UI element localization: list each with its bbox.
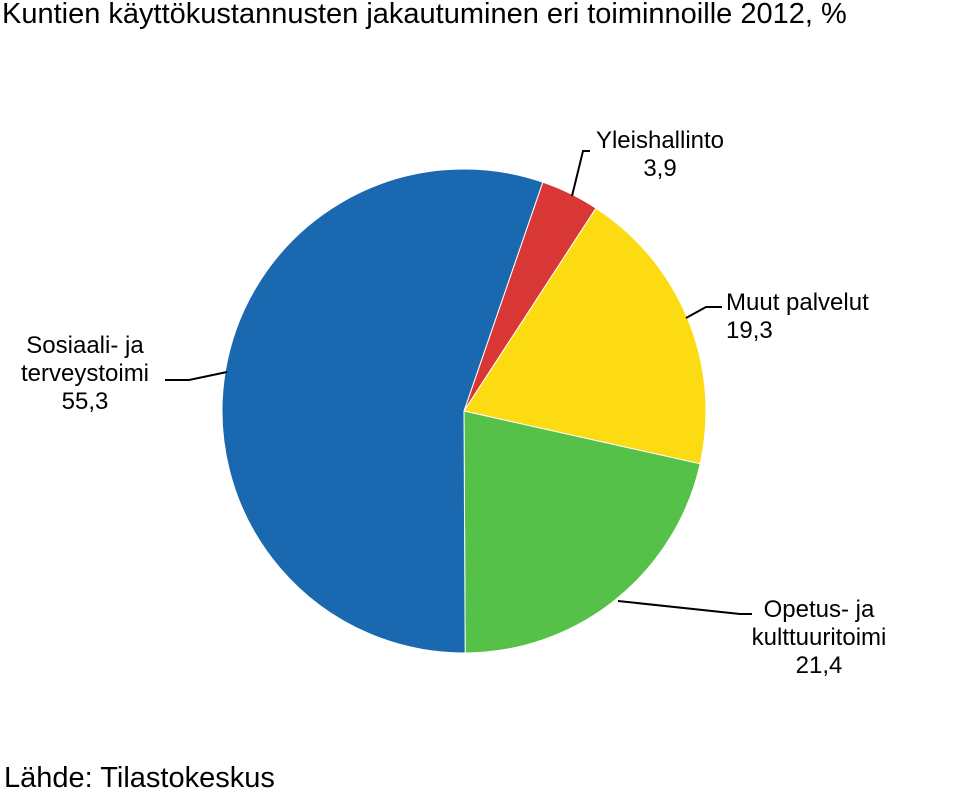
pie-slice-2 bbox=[463, 410, 701, 654]
chart-title: Kuntien käyttökustannusten jakautuminen … bbox=[2, 0, 847, 30]
slice-label-2: Opetus- ja kulttuuritoimi 21,4 bbox=[752, 596, 887, 679]
slice-label-3: Sosiaali- ja terveystoimi 55,3 bbox=[21, 332, 149, 415]
slice-label-1: Muut palvelut 19,3 bbox=[726, 289, 869, 344]
slice-value-text: 21,4 bbox=[796, 652, 843, 679]
leader-line-1 bbox=[685, 306, 722, 319]
slice-value-text: 19,3 bbox=[726, 317, 773, 344]
slice-label-line: Opetus- ja bbox=[764, 596, 875, 623]
pie-slice-1 bbox=[463, 207, 707, 465]
slice-label-line: Muut palvelut bbox=[726, 289, 869, 316]
slice-label-line: Sosiaali- ja bbox=[26, 332, 144, 359]
leader-line-2 bbox=[617, 600, 752, 615]
slice-label-line: terveystoimi bbox=[21, 360, 149, 387]
slice-value-text: 3,9 bbox=[643, 155, 676, 182]
slice-label-0: Yleishallinto 3,9 bbox=[596, 127, 724, 182]
leader-line-0 bbox=[571, 150, 590, 197]
slice-label-line: kulttuuritoimi bbox=[752, 624, 887, 651]
leader-line-3 bbox=[165, 371, 228, 381]
slice-label-line: Yleishallinto bbox=[596, 127, 724, 154]
slice-value-text: 55,3 bbox=[62, 388, 109, 415]
source-note: Lähde: Tilastokeskus bbox=[4, 762, 275, 794]
